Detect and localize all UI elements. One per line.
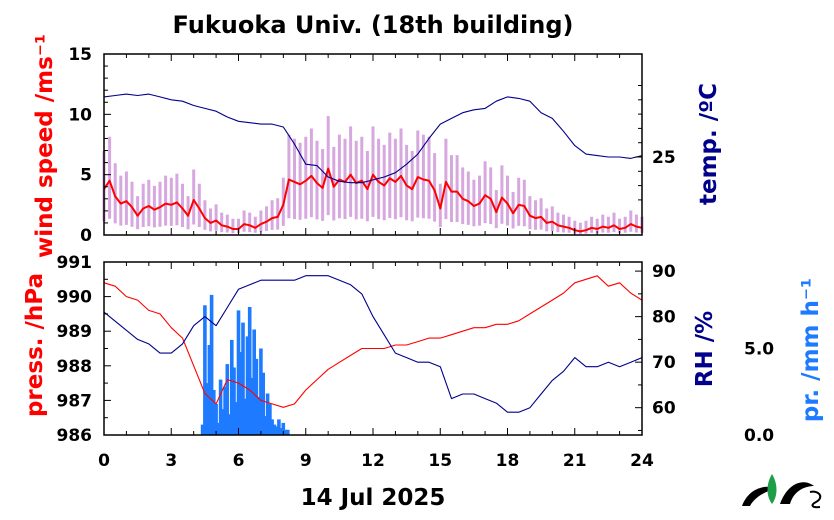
precip-y-tick-label: 0.0 — [744, 426, 774, 446]
precipitation-bar — [268, 403, 272, 435]
precipitation-bar — [245, 336, 250, 435]
pressure-y-tick-label: 991 — [57, 253, 93, 273]
rh-y-tick-label: 80 — [652, 308, 676, 328]
humidity-axis-label: RH /% — [692, 311, 718, 387]
humidity-layer — [103, 275, 643, 413]
pressure-line — [103, 275, 643, 408]
precipitation-bar — [286, 429, 290, 435]
precipitation-bar — [281, 422, 286, 435]
precipitation-bar — [216, 422, 221, 435]
rh-y-tick-label: 70 — [652, 353, 676, 373]
precipitation-bar — [234, 402, 239, 435]
pressure-layer — [103, 275, 643, 408]
precipitation-bar — [221, 409, 225, 435]
precipitation-bar — [256, 396, 261, 435]
precipitation-bar — [261, 372, 265, 435]
pressure-axis-label: press. /hPa — [22, 273, 48, 417]
chart-title: Fukuoka Univ. (18th building) — [173, 11, 574, 39]
x-tick-label: 21 — [563, 451, 587, 471]
precipitation-bar — [243, 398, 247, 435]
wind-speed-line — [103, 167, 643, 233]
logo — [742, 474, 822, 509]
pressure-y-tick-label: 989 — [57, 322, 93, 342]
logo-leaf-icon — [767, 474, 777, 504]
precipitation-bar — [232, 367, 236, 435]
wind-speed-axis-label: wind speed /ms⁻¹ — [32, 34, 58, 258]
x-tick-label: 24 — [630, 451, 654, 471]
precipitation-bar — [270, 419, 274, 435]
precipitation-bar — [212, 390, 216, 435]
precipitation-bar — [241, 322, 245, 435]
precipitation-bar — [277, 419, 281, 435]
precipitation-bar — [250, 377, 254, 435]
precipitation-bar — [236, 310, 241, 435]
precipitation-bar — [205, 383, 209, 435]
precipitation-bar — [279, 428, 283, 435]
x-tick-label: 9 — [300, 451, 312, 471]
temperature-axis-label: temp. /ºC — [696, 83, 722, 205]
precipitation-bar — [209, 294, 214, 435]
logo-s-curve — [809, 490, 822, 509]
precipitation-bar — [274, 426, 279, 435]
x-tick-label: 18 — [496, 451, 520, 471]
temperature-layer — [103, 93, 643, 184]
date-label: 14 Jul 2025 — [301, 485, 446, 511]
precip-y-tick-label: 5.0 — [744, 340, 774, 360]
x-tick-label: 15 — [428, 451, 452, 471]
precipitation-bar — [203, 305, 207, 436]
precipitation-bar — [218, 379, 223, 435]
precipitation-bar — [238, 352, 243, 435]
precipitation-bar — [207, 345, 212, 435]
precipitation-bar — [225, 364, 230, 435]
wind-speed-layer — [102, 116, 644, 234]
precipitation-bar — [214, 403, 218, 435]
precipitation-bar — [200, 424, 205, 435]
wind-y-tick-label: 10 — [68, 105, 92, 125]
precipitation-bar — [227, 414, 232, 435]
x-tick-label: 12 — [361, 451, 385, 471]
precipitation-bar — [223, 386, 227, 435]
precipitation-bar — [265, 393, 270, 435]
wind-y-tick-label: 5 — [80, 166, 92, 186]
rh-y-tick-label: 90 — [652, 262, 676, 282]
precipitation-axis-label: pr. /mm h⁻¹ — [798, 278, 824, 422]
wind-y-tick-label: 15 — [68, 45, 92, 65]
humidity-line — [103, 275, 643, 413]
x-tick-label: 6 — [233, 451, 245, 471]
temperature-line — [103, 93, 643, 184]
x-tick-label: 0 — [98, 451, 110, 471]
pressure-y-tick-label: 990 — [57, 288, 93, 308]
precipitation-bar — [263, 416, 268, 435]
pressure-y-tick-label: 986 — [57, 426, 93, 446]
precipitation-bar — [247, 307, 252, 435]
rh-y-tick-label: 60 — [652, 399, 676, 419]
logo-curve — [780, 482, 814, 504]
precipitation-layer — [200, 294, 290, 436]
axes: 0 3 6 9 12 15 18 21 24 0 5 10 15 25 986 987 988 989 990 991… — [57, 45, 775, 471]
temp-y-tick-label: 25 — [652, 148, 676, 168]
wind-y-tick-label: 0 — [80, 226, 92, 246]
precipitation-bar — [230, 339, 234, 435]
pressure-y-tick-label: 987 — [57, 391, 93, 411]
precipitation-bar — [259, 348, 263, 435]
precipitation-bar — [272, 424, 277, 435]
precipitation-bar — [252, 329, 256, 435]
x-tick-label: 3 — [165, 451, 177, 471]
precipitation-bar — [283, 429, 288, 435]
pressure-y-tick-label: 988 — [57, 357, 93, 377]
logo-swoosh — [742, 486, 776, 506]
